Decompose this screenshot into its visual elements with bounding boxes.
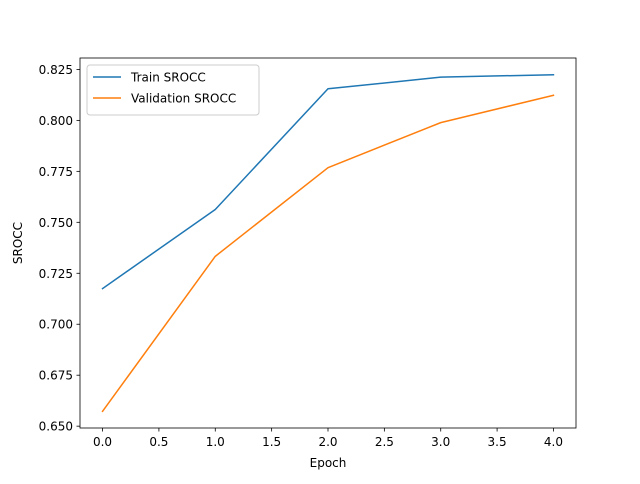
x-axis-label: Epoch bbox=[310, 456, 347, 470]
y-tick-label: 0.825 bbox=[39, 63, 73, 77]
y-tick-label: 0.750 bbox=[39, 216, 73, 230]
y-axis-label: SROCC bbox=[11, 222, 25, 264]
legend: Train SROCC Validation SROCC bbox=[86, 64, 260, 116]
series-line-1 bbox=[101, 94, 555, 413]
x-tick-label: 3.0 bbox=[431, 435, 450, 449]
x-tick-label: 0.5 bbox=[149, 435, 168, 449]
x-tick-label: 1.5 bbox=[262, 435, 281, 449]
y-tick-label: 0.675 bbox=[39, 369, 73, 383]
x-axis-ticks: 0.0 0.5 1.0 1.5 2.0 2.5 3.0 3.5 4.0 bbox=[93, 428, 563, 449]
y-tick-label: 0.800 bbox=[39, 114, 73, 128]
y-axis-ticks: 0.650 0.675 0.700 0.725 0.750 0.775 0.800 0.825 bbox=[39, 63, 80, 434]
plot-frame bbox=[79, 57, 577, 429]
y-tick-label: 0.725 bbox=[39, 267, 73, 281]
x-tick-label: 4.0 bbox=[544, 435, 563, 449]
x-tick-label: 0.0 bbox=[93, 435, 112, 449]
series-layer bbox=[101, 73, 555, 413]
y-tick-label: 0.650 bbox=[39, 420, 73, 434]
x-tick-label: 1.0 bbox=[206, 435, 225, 449]
legend-items: Train SROCC Validation SROCC bbox=[93, 71, 236, 106]
x-tick-label: 2.0 bbox=[318, 435, 337, 449]
legend-box bbox=[86, 64, 260, 116]
x-tick-label: 2.5 bbox=[375, 435, 394, 449]
plot-area bbox=[80, 58, 576, 428]
legend-label-0: Train SROCC bbox=[130, 71, 206, 85]
series-line-0 bbox=[101, 73, 555, 290]
x-tick-label: 3.5 bbox=[488, 435, 507, 449]
y-tick-label: 0.775 bbox=[39, 165, 73, 179]
y-tick-label: 0.700 bbox=[39, 318, 73, 332]
legend-label-1: Validation SROCC bbox=[131, 92, 236, 106]
